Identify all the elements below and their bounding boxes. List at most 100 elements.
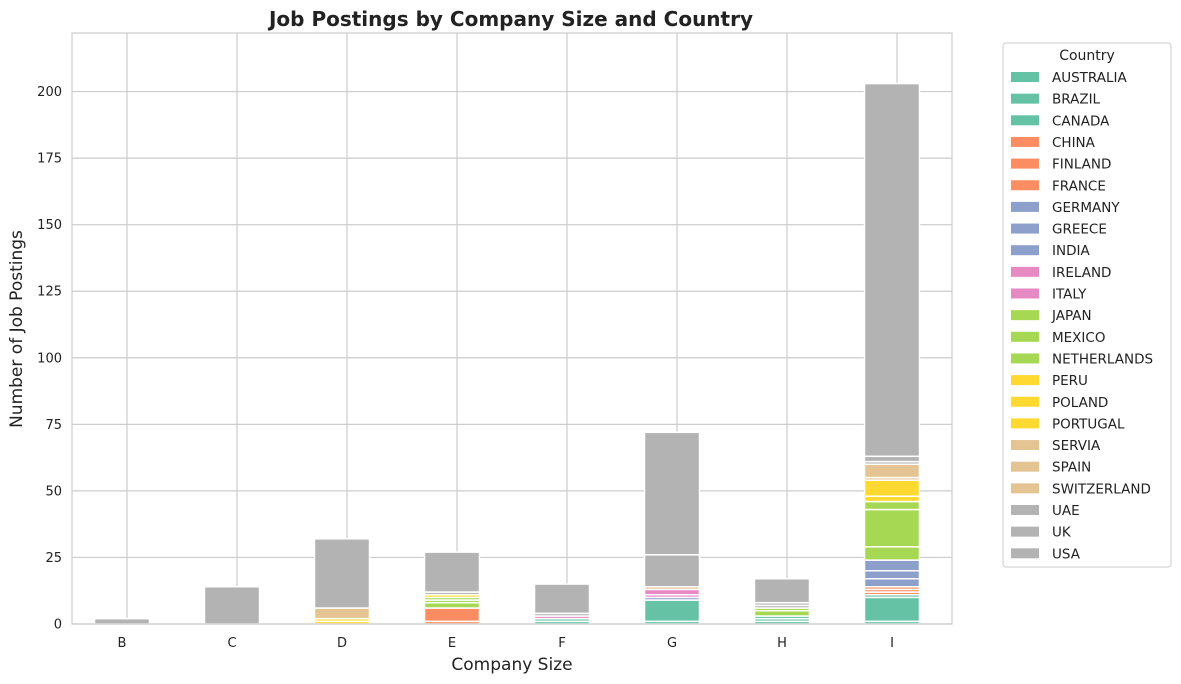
- legend-swatch: [1011, 288, 1039, 299]
- legend-entry: MEXICO: [1052, 330, 1105, 346]
- bar-segment: [863, 463, 921, 479]
- x-tick-label: C: [227, 636, 236, 651]
- legend-entry: UK: [1052, 525, 1072, 541]
- bar-segment: [643, 431, 701, 556]
- bar-segment: [863, 508, 921, 548]
- legend-swatch: [1011, 72, 1039, 82]
- legend-entry: SPAIN: [1052, 460, 1091, 476]
- bar-segment: [863, 455, 921, 463]
- bar-segment: [533, 583, 591, 615]
- legend-swatch: [1011, 396, 1039, 407]
- bars: [93, 82, 921, 625]
- bar-segment: [313, 607, 371, 620]
- bar-segment: [93, 617, 151, 625]
- legend-entry: ITALY: [1052, 287, 1087, 303]
- legend-entry: GREECE: [1052, 222, 1107, 238]
- bar-segment: [203, 585, 261, 625]
- x-axis-label: Company Size: [451, 655, 572, 675]
- legend-swatch: [1011, 440, 1039, 451]
- legend-entry: NETHERLANDS: [1052, 351, 1153, 367]
- legend-entry: UAE: [1052, 503, 1080, 519]
- bar-segment: [643, 554, 701, 588]
- legend-swatch: [1011, 223, 1039, 234]
- y-tick-label: 75: [45, 418, 62, 433]
- y-tick-label: 200: [37, 85, 62, 100]
- y-tick-label: 25: [45, 551, 62, 566]
- legend-swatch: [1011, 158, 1039, 169]
- x-tick-label: B: [118, 636, 127, 651]
- plot-frame: [71, 32, 953, 625]
- bar-segment: [643, 588, 701, 596]
- legend-swatch: [1011, 136, 1039, 147]
- bar-segment: [863, 479, 921, 497]
- y-tick-label: 50: [45, 484, 62, 499]
- x-tick-label: I: [890, 636, 894, 651]
- bar-segment: [863, 500, 921, 511]
- x-tick-label: E: [448, 636, 456, 651]
- y-axis-label: Number of Job Postings: [7, 230, 27, 428]
- legend-swatch: [1011, 93, 1039, 104]
- legend-swatch: [1011, 310, 1039, 321]
- legend-swatch: [1011, 266, 1039, 277]
- x-tick-label: D: [337, 636, 347, 651]
- legend-entry: PORTUGAL: [1052, 416, 1125, 432]
- x-tick-label: G: [667, 636, 677, 651]
- bar-segment: [863, 546, 921, 561]
- legend-swatch: [1011, 483, 1039, 494]
- bar-segment: [423, 607, 481, 623]
- bar-segment: [753, 609, 811, 617]
- bar-segment: [863, 596, 921, 623]
- legend-entry: CANADA: [1052, 113, 1110, 129]
- x-tick-label: F: [558, 636, 565, 651]
- bar-segment: [753, 577, 811, 604]
- chart-title: Job Postings by Company Size and Country: [267, 7, 753, 31]
- legend-entry: IRELAND: [1052, 265, 1111, 281]
- legend-frame: [1002, 42, 1172, 568]
- legend-entry: FINLAND: [1052, 157, 1111, 173]
- legend-swatch: [1011, 548, 1039, 559]
- y-tick-label: 100: [37, 351, 62, 366]
- legend-swatch: [1011, 201, 1039, 212]
- bar-segment: [863, 495, 921, 503]
- gridlines: [72, 33, 952, 625]
- bar-segment: [423, 601, 481, 609]
- legend-swatch: [1011, 526, 1039, 537]
- legend: Country AUSTRALIA BRAZIL CANADA CHINA FINLAN…: [1002, 42, 1172, 568]
- legend-swatch: [1011, 375, 1039, 386]
- legend-entry: PERU: [1052, 373, 1088, 389]
- y-tick-label: 150: [37, 218, 62, 233]
- legend-entry: FRANCE: [1052, 178, 1106, 194]
- x-axis-ticks: B C D E F G H I: [118, 636, 894, 651]
- bar-segment: [863, 82, 921, 458]
- legend-swatch: [1011, 461, 1039, 472]
- bar-segment: [313, 538, 371, 609]
- legend-swatch: [1011, 353, 1039, 364]
- legend-entry: INDIA: [1052, 243, 1090, 259]
- legend-entry: AUSTRALIA: [1052, 70, 1128, 86]
- legend-entry: GERMANY: [1052, 200, 1120, 216]
- bar-segment: [863, 559, 921, 572]
- bar-segment: [863, 570, 921, 580]
- legend-entry: JAPAN: [1051, 308, 1092, 324]
- legend-entry: SWITZERLAND: [1052, 481, 1151, 497]
- bar-segment: [643, 599, 701, 623]
- legend-swatch: [1011, 245, 1039, 256]
- legend-swatch: [1011, 331, 1039, 342]
- y-tick-label: 0: [54, 618, 62, 633]
- legend-entry: USA: [1052, 546, 1081, 562]
- legend-swatch: [1011, 180, 1039, 191]
- y-tick-label: 175: [37, 152, 62, 167]
- y-tick-label: 125: [37, 285, 62, 300]
- legend-swatch: [1011, 505, 1039, 515]
- bar-segment: [863, 577, 921, 588]
- legend-entry: CHINA: [1052, 135, 1096, 151]
- legend-entry: BRAZIL: [1052, 92, 1101, 108]
- legend-entry: SERVIA: [1052, 438, 1101, 454]
- bar-segment: [423, 551, 481, 593]
- y-axis-ticks: 0 25 50 75 100 125 150 175 200: [37, 85, 62, 632]
- legend-title: Country: [1059, 48, 1115, 64]
- legend-entry: POLAND: [1052, 395, 1108, 411]
- legend-swatch: [1011, 115, 1039, 126]
- legend-swatch: [1011, 418, 1039, 429]
